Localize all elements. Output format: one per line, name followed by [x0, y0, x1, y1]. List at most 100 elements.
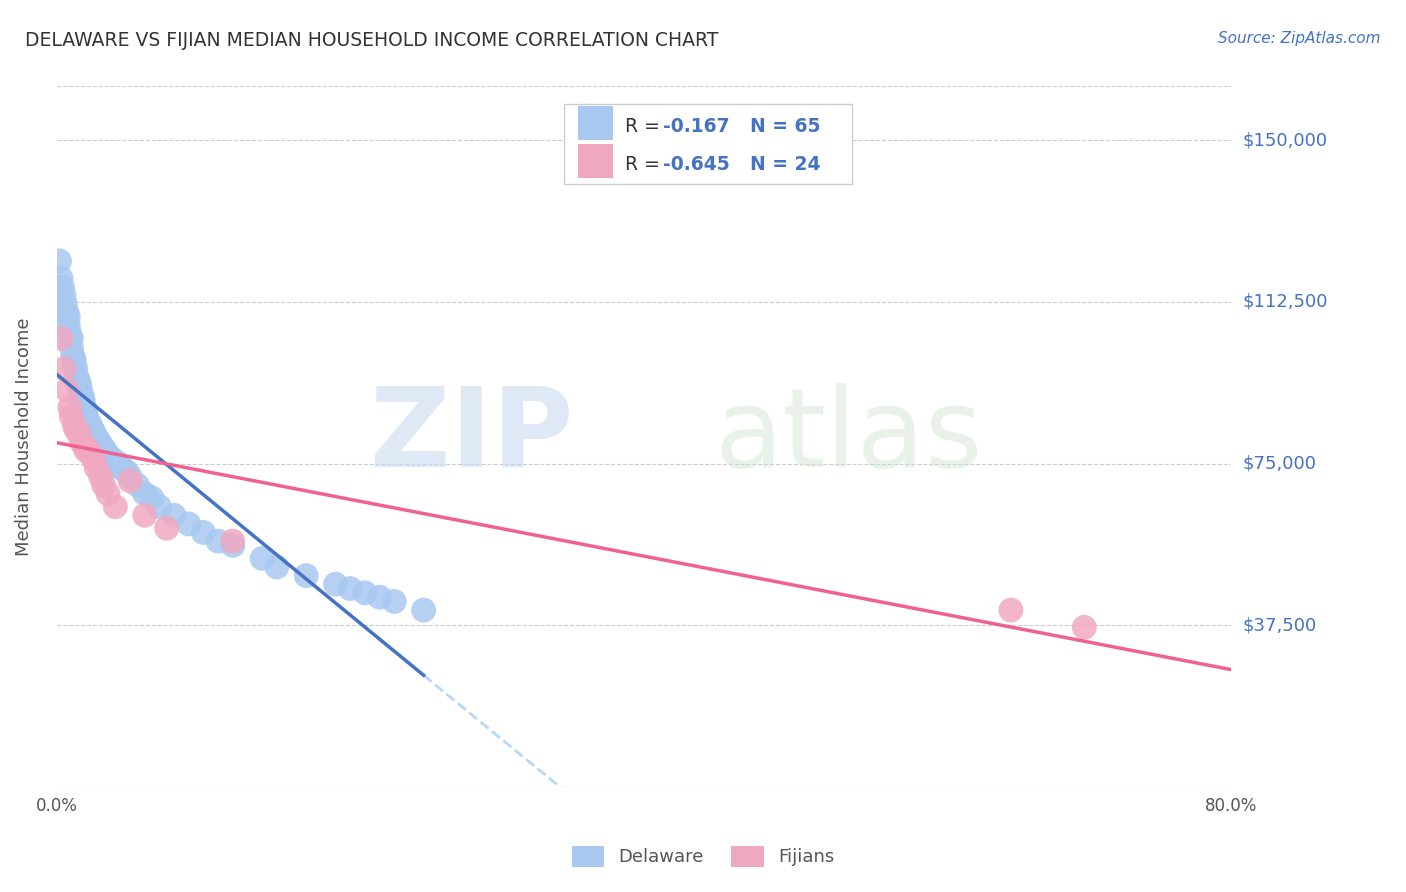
- Point: [84, 431, 107, 445]
- Point: [134, 508, 156, 523]
- Point: [77, 443, 100, 458]
- Y-axis label: Median Household Income: Median Household Income: [15, 318, 32, 556]
- Point: [76, 413, 98, 427]
- Point: [63, 417, 86, 432]
- Point: [51, 280, 73, 294]
- Point: [83, 428, 105, 442]
- Point: [79, 417, 101, 432]
- Point: [98, 450, 121, 464]
- Point: [59, 401, 82, 415]
- Text: $75,000: $75,000: [1243, 455, 1316, 473]
- Point: [97, 486, 120, 500]
- Point: [63, 353, 86, 368]
- Point: [112, 463, 135, 477]
- Point: [72, 392, 94, 406]
- Point: [93, 478, 115, 492]
- Point: [295, 568, 318, 582]
- Text: $112,500: $112,500: [1243, 293, 1327, 311]
- Text: $150,000: $150,000: [1243, 131, 1327, 149]
- Text: Source: ZipAtlas.com: Source: ZipAtlas.com: [1218, 31, 1381, 46]
- FancyBboxPatch shape: [578, 106, 613, 140]
- Point: [52, 288, 75, 302]
- Point: [55, 297, 77, 311]
- Point: [62, 349, 84, 363]
- Point: [412, 603, 434, 617]
- Point: [156, 521, 179, 535]
- Point: [250, 551, 273, 566]
- Point: [382, 594, 405, 608]
- Point: [1000, 603, 1022, 617]
- Text: N = 65: N = 65: [737, 117, 820, 136]
- Point: [75, 409, 97, 424]
- Point: [93, 442, 115, 456]
- Point: [90, 437, 112, 451]
- Point: [1073, 620, 1095, 634]
- Text: N = 24: N = 24: [737, 155, 820, 174]
- Point: [75, 405, 97, 419]
- Point: [82, 452, 104, 467]
- Point: [67, 375, 90, 389]
- Point: [70, 435, 93, 450]
- Point: [193, 525, 215, 540]
- Text: atlas: atlas: [714, 383, 983, 490]
- Point: [56, 384, 79, 398]
- Point: [49, 271, 72, 285]
- Point: [63, 358, 86, 372]
- Point: [97, 448, 120, 462]
- Point: [66, 370, 89, 384]
- Text: $37,500: $37,500: [1243, 616, 1316, 634]
- Point: [104, 500, 127, 514]
- Point: [48, 254, 70, 268]
- Point: [127, 478, 149, 492]
- Point: [82, 424, 104, 438]
- Point: [325, 577, 347, 591]
- Text: -0.645: -0.645: [662, 155, 730, 174]
- Point: [141, 491, 163, 505]
- Point: [222, 538, 245, 552]
- Point: [339, 582, 361, 596]
- Point: [207, 534, 229, 549]
- Point: [58, 310, 80, 324]
- Point: [73, 401, 96, 415]
- Point: [118, 474, 141, 488]
- Point: [77, 416, 100, 430]
- Point: [82, 426, 104, 441]
- Point: [60, 340, 83, 354]
- Point: [75, 443, 97, 458]
- Point: [222, 534, 245, 549]
- Point: [60, 332, 83, 346]
- Point: [134, 486, 156, 500]
- Point: [163, 508, 186, 523]
- Point: [65, 361, 87, 376]
- Point: [110, 460, 132, 475]
- Point: [72, 396, 94, 410]
- Legend: Delaware, Fijians: Delaware, Fijians: [564, 838, 842, 874]
- Point: [70, 387, 93, 401]
- Point: [148, 500, 170, 514]
- Text: -0.167: -0.167: [662, 117, 730, 136]
- Point: [49, 332, 72, 346]
- Point: [56, 306, 79, 320]
- Point: [266, 560, 288, 574]
- Point: [59, 327, 82, 342]
- Point: [101, 452, 124, 467]
- Point: [87, 433, 110, 447]
- Point: [73, 439, 96, 453]
- Point: [118, 469, 141, 483]
- Point: [67, 426, 90, 441]
- Text: DELAWARE VS FIJIAN MEDIAN HOUSEHOLD INCOME CORRELATION CHART: DELAWARE VS FIJIAN MEDIAN HOUSEHOLD INCO…: [25, 31, 718, 50]
- Point: [60, 409, 83, 424]
- Point: [69, 384, 91, 398]
- Text: R =: R =: [626, 155, 666, 174]
- Point: [58, 318, 80, 333]
- Point: [354, 586, 377, 600]
- Point: [89, 435, 111, 450]
- Point: [52, 361, 75, 376]
- Point: [90, 469, 112, 483]
- Point: [94, 443, 117, 458]
- Point: [65, 422, 87, 436]
- Point: [80, 422, 103, 436]
- Point: [107, 457, 129, 471]
- Point: [69, 379, 91, 393]
- Point: [368, 590, 391, 604]
